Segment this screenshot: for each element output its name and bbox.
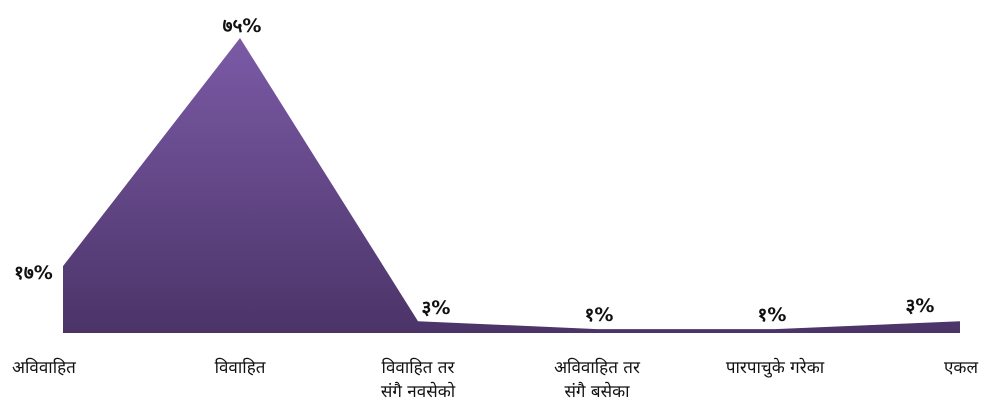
category-label-line: संगै नवसेको bbox=[381, 381, 456, 402]
data-label-3: १% bbox=[585, 304, 614, 326]
category-label-3: अविवाहित तर संगै बसेका bbox=[554, 357, 641, 402]
area-layer bbox=[63, 38, 960, 333]
data-label-1: ७५% bbox=[223, 15, 262, 37]
category-label-line: अविवाहित bbox=[12, 357, 76, 378]
category-label-line: विवाहित bbox=[215, 357, 266, 378]
category-label-4: पारपाचुके गरेका bbox=[726, 357, 825, 378]
category-label-0: अविवाहित bbox=[12, 357, 76, 378]
category-axis: अविवाहित विवाहित विवाहित तर संगै नवसेको अविव… bbox=[12, 357, 978, 402]
category-label-5: एकल bbox=[944, 358, 978, 378]
category-label-line: पारपाचुके गरेका bbox=[726, 357, 825, 378]
data-label-2: ३% bbox=[422, 297, 451, 319]
category-label-line: अविवाहित तर bbox=[554, 357, 641, 378]
category-label-1: विवाहित bbox=[215, 357, 266, 378]
data-label-4: १% bbox=[758, 304, 787, 326]
data-label-0: १७% bbox=[14, 262, 53, 284]
category-label-line: विवाहित तर bbox=[382, 357, 456, 378]
category-label-line: संगै बसेका bbox=[564, 381, 630, 402]
category-label-line: एकल bbox=[944, 358, 978, 378]
data-label-5: ३% bbox=[906, 295, 935, 317]
area-series bbox=[63, 38, 960, 333]
category-label-2: विवाहित तर संगै नवसेको bbox=[381, 357, 456, 402]
data-label-layer: १७% ७५% ३% १% १% ३% bbox=[14, 15, 934, 326]
